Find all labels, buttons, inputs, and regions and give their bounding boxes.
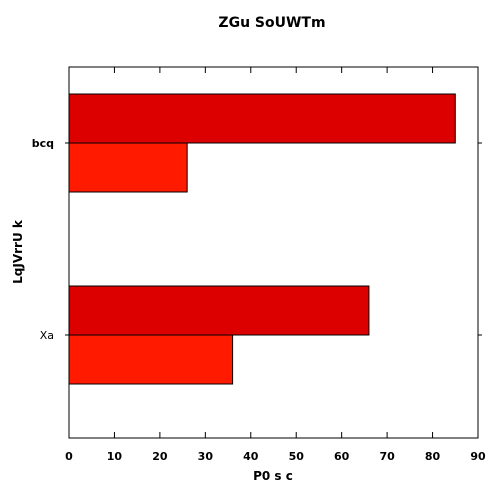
x-tick-label-60: 60 <box>334 450 350 463</box>
x-tick-label-80: 80 <box>425 450 441 463</box>
bar-bcq-series-1 <box>68 93 456 144</box>
bar-Xa-series-1 <box>68 285 370 336</box>
bars-group <box>68 93 456 385</box>
x-tick-label-40: 40 <box>243 450 259 463</box>
chart-title: ZGu SoUWTm <box>218 15 325 31</box>
x-tick-label-50: 50 <box>289 450 305 463</box>
x-tick-label-30: 30 <box>198 450 214 463</box>
x-tick-label-20: 20 <box>152 450 168 463</box>
x-tick-label-70: 70 <box>379 450 395 463</box>
ticks-group <box>65 67 482 438</box>
plot-frame <box>68 66 479 439</box>
y-axis-label: LqJVrrU k <box>11 219 25 284</box>
bar-Xa-series-2 <box>68 334 234 385</box>
x-axis-label: P0 s c <box>253 469 293 483</box>
x-tick-label-90: 90 <box>470 450 486 463</box>
x-tick-label-0: 0 <box>65 450 73 463</box>
x-tick-labels: 0 10 20 30 40 50 60 70 80 90 <box>65 450 486 463</box>
bar-bcq-series-2 <box>68 142 188 193</box>
category-label-bcq: bcq <box>32 137 54 150</box>
category-labels: bcq Xa <box>32 137 54 342</box>
category-label-Xa: Xa <box>40 329 54 342</box>
x-tick-label-10: 10 <box>107 450 123 463</box>
